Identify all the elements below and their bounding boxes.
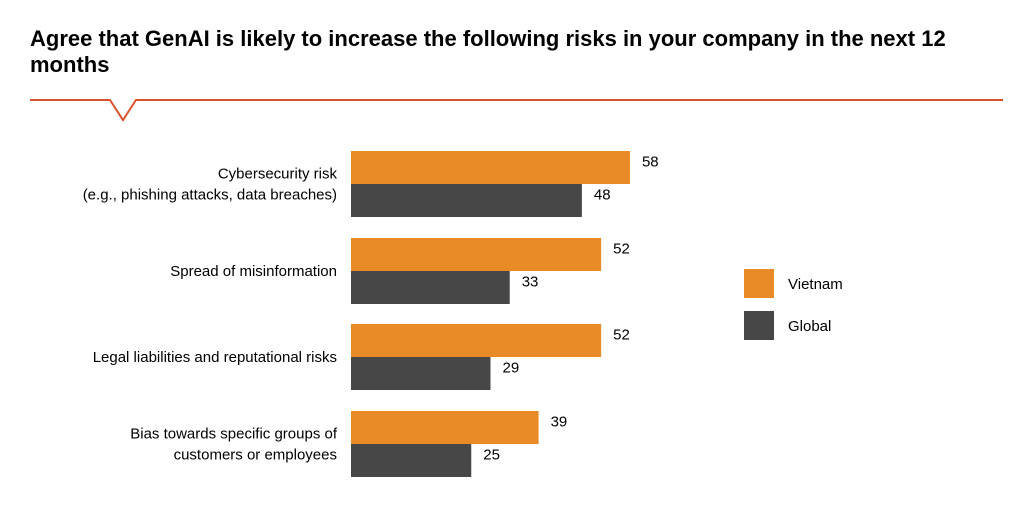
category-label: Cybersecurity risk	[218, 166, 338, 183]
category-label: Legal liabilities and reputational risks	[93, 349, 337, 366]
bar-vietnam	[351, 411, 539, 444]
chart-title: Agree that GenAI is likely to increase t…	[30, 26, 946, 77]
category-label: Bias towards specific groups of	[130, 426, 338, 443]
value-label-global: 33	[522, 274, 539, 291]
bar-global	[351, 184, 582, 217]
legend-swatch-global	[744, 311, 774, 340]
bar-global	[351, 357, 491, 390]
value-label-vietnam: 58	[642, 154, 659, 171]
value-label-vietnam: 52	[613, 327, 630, 344]
legend-swatch-vietnam	[744, 269, 774, 298]
value-label-vietnam: 39	[551, 414, 568, 431]
value-label-global: 48	[594, 187, 611, 204]
bar-global	[351, 444, 472, 477]
value-label-vietnam: 52	[613, 241, 630, 258]
category-label: customers or employees	[174, 447, 337, 464]
legend-label-vietnam: Vietnam	[788, 276, 843, 293]
value-label-global: 29	[502, 360, 519, 377]
bar-vietnam	[351, 151, 630, 184]
title-divider-line	[30, 99, 1003, 122]
value-label-global: 25	[483, 447, 500, 464]
bar-global	[351, 271, 510, 304]
legend-label-global: Global	[788, 318, 831, 335]
category-label: Spread of misinformation	[170, 263, 337, 280]
bar-vietnam	[351, 324, 602, 357]
bar-vietnam	[351, 238, 602, 271]
category-label: (e.g., phishing attacks, data breaches)	[83, 187, 337, 204]
